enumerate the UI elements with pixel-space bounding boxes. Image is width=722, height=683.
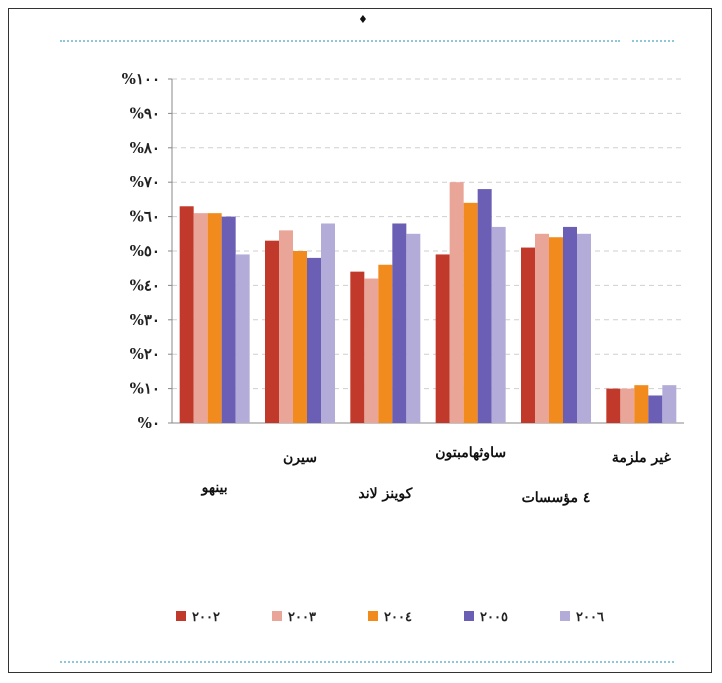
bar	[193, 213, 208, 423]
bar	[435, 254, 450, 423]
y-tick-label: %٧٠	[130, 173, 160, 191]
category-label: سيرن	[283, 450, 317, 466]
bar	[463, 202, 478, 423]
gridlines	[168, 78, 684, 424]
y-tick-label: %٩٠	[130, 104, 160, 122]
legend-label: ٢٠٠٤	[384, 610, 412, 625]
bar	[477, 189, 492, 423]
bar	[449, 182, 464, 423]
bar	[207, 213, 222, 423]
legend-label: ٢٠٠٦	[576, 610, 604, 625]
y-tick-label: %٤٠	[130, 276, 160, 294]
category-labels: بينهو سيرن كوينز لاند ساوثهامبتون ٤ مؤسسات غي…	[201, 445, 672, 506]
bar	[634, 385, 649, 423]
bar	[265, 240, 279, 423]
bar	[662, 385, 677, 423]
category-label: ٤ مؤسسات	[522, 490, 591, 506]
bar	[577, 233, 591, 423]
y-tick-label: %٢٠	[130, 345, 160, 363]
category-label: بينهو	[201, 480, 228, 496]
bar	[179, 206, 194, 423]
legend: ٢٠٠٢ ٢٠٠٣ ٢٠٠٤ ٢٠٠٥ ٢٠٠٦	[176, 610, 604, 625]
bar	[350, 271, 365, 423]
y-tick-label: %١٠٠	[122, 70, 160, 88]
legend-swatch	[464, 611, 474, 621]
legend-swatch	[272, 611, 282, 621]
bar	[392, 223, 407, 423]
y-axis-ticks: %٠ %١٠ %٢٠ %٣٠ %٤٠ %٥٠ %٦٠ %٧٠ %٨٠ %٩٠ %١٠٠	[122, 70, 160, 432]
y-tick-label: %٥٠	[130, 242, 160, 260]
bar	[491, 226, 506, 423]
bar	[364, 278, 379, 423]
bar	[378, 264, 393, 423]
diamond-mark: ♦	[358, 13, 368, 26]
category-label: ساوثهامبتون	[435, 445, 506, 461]
legend-swatch	[368, 611, 378, 621]
bar	[648, 395, 663, 423]
legend-swatch	[176, 611, 186, 621]
bar	[221, 216, 236, 423]
legend-label: ٢٠٠٣	[288, 610, 316, 625]
legend-label: ٢٠٠٥	[480, 610, 508, 625]
legend-label: ٢٠٠٢	[192, 610, 220, 625]
y-tick-label: %٨٠	[130, 139, 160, 157]
top-dotted-rule-right	[632, 40, 674, 42]
y-tick-label: %١٠	[130, 380, 160, 398]
legend-swatch	[560, 611, 570, 621]
y-tick-label: %٠	[138, 414, 160, 432]
y-tick-label: %٣٠	[130, 311, 160, 329]
bar	[563, 226, 577, 423]
bar	[321, 223, 335, 423]
category-label: كوينز لاند	[358, 486, 412, 502]
bar	[293, 251, 307, 423]
bar	[620, 388, 635, 423]
bar	[406, 233, 421, 423]
bar	[235, 254, 250, 423]
bottom-dotted-rule	[60, 661, 674, 663]
category-label: غير ملزمة	[612, 450, 672, 466]
top-dotted-rule	[60, 40, 620, 42]
bar	[549, 237, 563, 423]
bar	[535, 233, 549, 423]
bar	[606, 388, 621, 423]
bar	[521, 247, 535, 423]
bar	[279, 230, 293, 423]
bars	[179, 182, 677, 423]
bar	[307, 257, 321, 423]
y-tick-label: %٦٠	[130, 208, 160, 226]
